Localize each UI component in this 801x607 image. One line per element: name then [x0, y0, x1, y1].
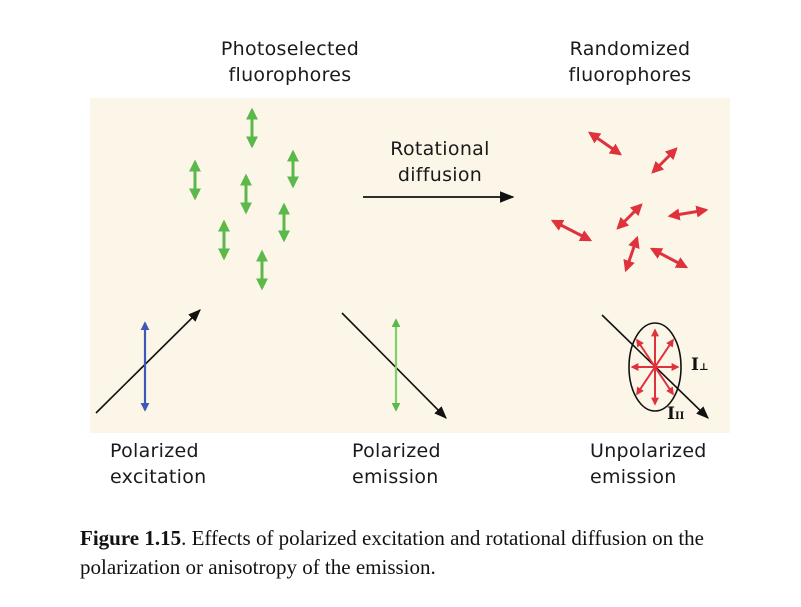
- red-dipole: [651, 147, 678, 174]
- i-perpendicular-label: I⊥: [691, 355, 709, 375]
- randomized-label: Randomized fluorophores: [568, 38, 692, 86]
- red-dipole: [667, 205, 709, 221]
- red-radial-dipole: [636, 338, 674, 396]
- randomized-dipoles: [550, 131, 709, 273]
- red-dipole: [623, 235, 640, 273]
- caption-text: . Effects of polarized excitation and ro…: [80, 526, 705, 579]
- red-dipole: [550, 219, 593, 242]
- figure-caption: Figure 1.15. Effects of polarized excita…: [80, 524, 780, 582]
- emission-light-arrow: [341, 312, 447, 419]
- excitation-light-arrow: [95, 309, 201, 414]
- red-radial-dipoles: [630, 328, 680, 406]
- red-dipole: [649, 247, 689, 269]
- photoselected-dipoles: [189, 107, 299, 291]
- polarized-emission-label: Polarized emission: [352, 440, 441, 488]
- polarized-excitation-label: Polarized excitation: [110, 440, 207, 488]
- photoselected-label: Photoselected fluorophores: [220, 38, 360, 86]
- red-dipole: [588, 131, 622, 156]
- rotational-diffusion-label: Rotational diffusion: [390, 138, 490, 186]
- unpolarized-emission-label: Unpolarized emission: [590, 440, 707, 488]
- i-parallel-label: III: [667, 404, 685, 424]
- unpolarized-ellipse: [628, 322, 682, 412]
- diagram-panel: [90, 98, 730, 433]
- red-dipole: [616, 203, 643, 230]
- figure-number: Figure 1.15: [80, 526, 182, 550]
